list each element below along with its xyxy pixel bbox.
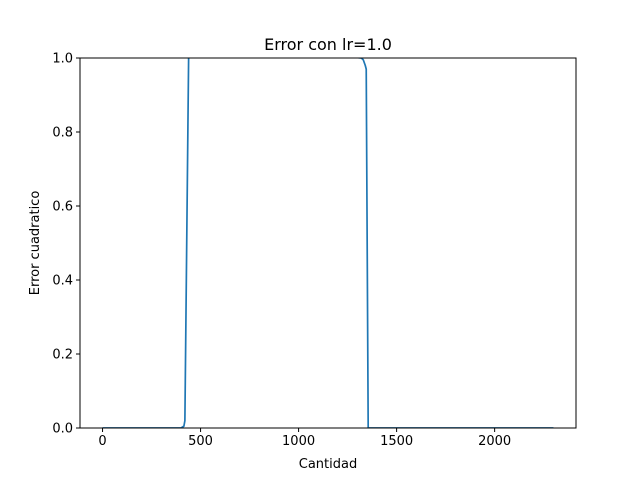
- y-axis: 0.0 0.2 0.4 0.6 0.8 1.0: [52, 52, 80, 437]
- chart-title: Error con lr=1.0: [264, 35, 392, 54]
- y-axis-label: Error cuadratico: [28, 191, 43, 296]
- y-tick-label: 0.2: [52, 348, 73, 363]
- x-tick-label: 0: [98, 434, 106, 449]
- y-tick-label: 0.6: [52, 200, 73, 215]
- x-axis: 0 500 1000 1500 2000: [98, 428, 511, 449]
- x-tick-label: 500: [188, 434, 213, 449]
- y-tick-label: 0.0: [52, 422, 73, 437]
- series-layer: [102, 58, 554, 428]
- x-axis-label: Cantidad: [299, 457, 357, 472]
- series-line: [102, 58, 554, 428]
- x-tick-label: 2000: [478, 434, 511, 449]
- x-tick-label: 1500: [380, 434, 413, 449]
- y-tick-label: 0.8: [52, 126, 73, 141]
- plot-area-frame: [79, 57, 577, 429]
- y-tick-label: 0.4: [52, 274, 73, 289]
- x-tick-label: 1000: [282, 434, 315, 449]
- y-tick-label: 1.0: [52, 52, 73, 67]
